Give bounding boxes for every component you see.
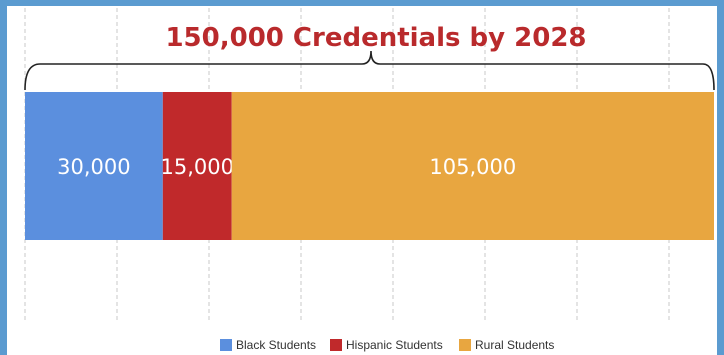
legend-swatch-rural-students: [459, 339, 471, 351]
legend-swatch-black-students: [220, 339, 232, 351]
legend-label-hispanic-students: Hispanic Students: [346, 338, 443, 352]
legend-label-black-students: Black Students: [236, 338, 316, 352]
data-label-hispanic-students: 15,000: [161, 155, 234, 179]
total-brace: [24, 50, 715, 91]
legend-swatch-hispanic-students: [330, 339, 342, 351]
data-label-rural-students: 105,000: [429, 155, 516, 179]
bar-segment-black-students: [25, 92, 163, 240]
legend-label-rural-students: Rural Students: [475, 338, 554, 352]
data-label-black-students: 30,000: [57, 155, 130, 179]
chart-title: 150,000 Credentials by 2028: [165, 23, 586, 53]
bar-segments: 30,000 15,000 105,000: [25, 92, 714, 240]
bar-segment-rural-students: [231, 92, 714, 240]
legend: Black Students Hispanic Students Rural Stu…: [220, 338, 554, 352]
bar-segment-hispanic-students: [162, 92, 232, 240]
